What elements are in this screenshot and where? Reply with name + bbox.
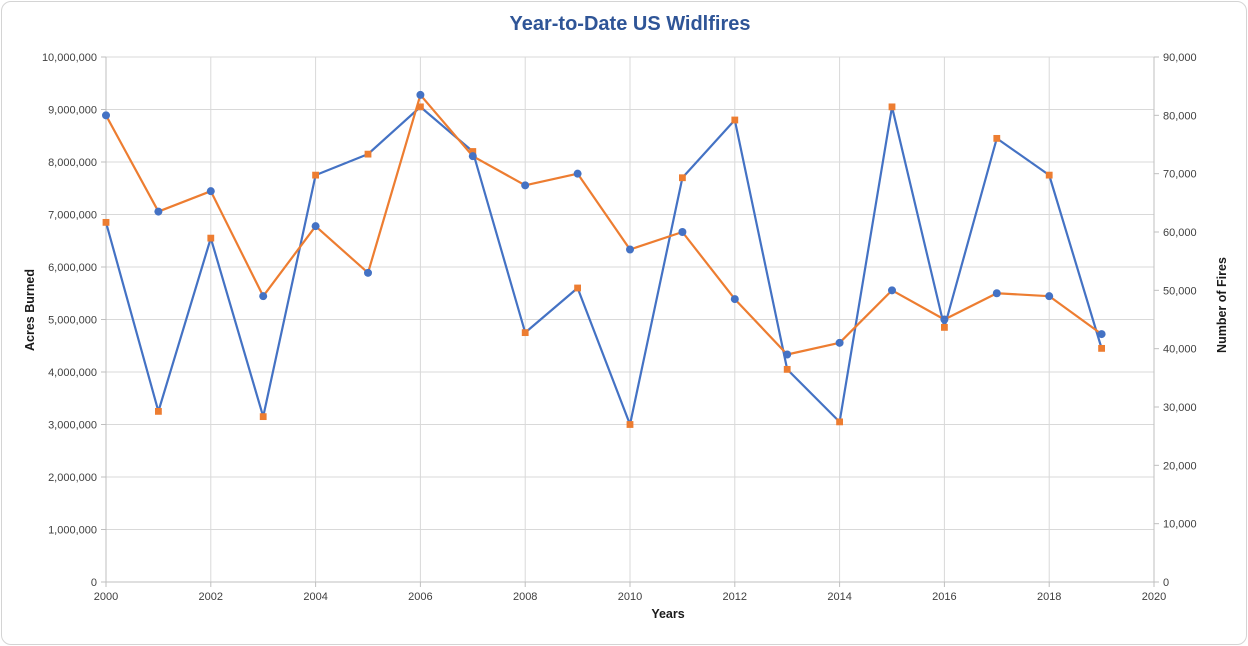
marker-square bbox=[783, 365, 791, 373]
left-tick-label: 5,000,000 bbox=[48, 315, 97, 327]
left-tick-label: 10,000,000 bbox=[42, 52, 97, 64]
left-tick-label: 8,000,000 bbox=[48, 157, 97, 169]
x-tick-label: 2012 bbox=[723, 591, 747, 603]
right-tick-label: 50,000 bbox=[1163, 285, 1197, 297]
x-tick-label: 2006 bbox=[408, 591, 432, 603]
marker-square bbox=[417, 103, 424, 111]
marker-square bbox=[102, 218, 110, 226]
marker-circle bbox=[259, 292, 268, 301]
left-tick-label: 3,000,000 bbox=[48, 420, 97, 432]
marker-square bbox=[836, 418, 843, 426]
x-tick-label: 2000 bbox=[94, 591, 118, 603]
left-tick-label: 1,000,000 bbox=[48, 525, 97, 537]
marker-square bbox=[207, 234, 215, 242]
series-line-acres-burned bbox=[104, 105, 1103, 426]
marker-square bbox=[259, 413, 267, 421]
left-axis-title: Acres Burned bbox=[23, 269, 37, 351]
x-tick-label: 2008 bbox=[513, 591, 537, 603]
chart-title: Year-to-Date US Widlfires bbox=[509, 13, 751, 35]
right-tick-label: 90,000 bbox=[1163, 52, 1197, 64]
marker-circle bbox=[730, 295, 739, 304]
left-tick-label: 6,000,000 bbox=[48, 262, 97, 274]
marker-circle bbox=[1045, 292, 1054, 301]
marker-circle bbox=[888, 286, 896, 295]
marker-circle bbox=[1097, 330, 1106, 339]
marker-circle bbox=[678, 228, 687, 236]
left-tick-label: 9,000,000 bbox=[48, 105, 97, 117]
left-tick-label: 2,000,000 bbox=[48, 472, 97, 484]
right-tick-label: 70,000 bbox=[1163, 169, 1197, 181]
x-tick-label: 2014 bbox=[827, 591, 851, 603]
right-tick-label: 80,000 bbox=[1163, 110, 1197, 122]
marker-square bbox=[155, 407, 162, 415]
marker-square bbox=[888, 103, 896, 111]
marker-square bbox=[469, 148, 477, 155]
right-tick-label: 30,000 bbox=[1163, 402, 1197, 414]
right-tick-label: 20,000 bbox=[1163, 460, 1197, 472]
marker-square bbox=[574, 284, 581, 292]
marker-circle bbox=[626, 245, 634, 254]
marker-circle bbox=[573, 169, 582, 178]
right-tick-label: 10,000 bbox=[1163, 519, 1197, 531]
left-tick-label: 4,000,000 bbox=[48, 367, 97, 379]
x-tick-label: 2002 bbox=[199, 591, 223, 603]
marker-square bbox=[993, 134, 1001, 142]
x-axis-title: Years bbox=[651, 607, 684, 621]
marker-square bbox=[312, 171, 319, 179]
marker-circle bbox=[206, 187, 215, 196]
marker-square bbox=[364, 150, 372, 158]
marker-square bbox=[626, 421, 634, 428]
marker-circle bbox=[835, 338, 844, 347]
left-tick-label: 7,000,000 bbox=[48, 210, 97, 222]
x-tick-label: 2004 bbox=[303, 591, 327, 603]
marker-square bbox=[521, 329, 529, 337]
x-tick-label: 2018 bbox=[1037, 591, 1061, 603]
marker-circle bbox=[416, 90, 425, 99]
marker-square bbox=[731, 116, 739, 124]
right-tick-label: 60,000 bbox=[1163, 227, 1197, 239]
left-tick-label: 0 bbox=[91, 577, 97, 589]
marker-circle bbox=[364, 268, 372, 277]
plot-area: 0 1,000,000 2,000,000 3,000,000 4,000,000 5,0… bbox=[42, 52, 1197, 603]
marker-square bbox=[1045, 171, 1053, 179]
marker-circle bbox=[783, 350, 792, 359]
marker-circle bbox=[992, 289, 1001, 298]
marker-circle bbox=[102, 111, 110, 120]
marker-square bbox=[941, 323, 948, 331]
right-tick-label: 40,000 bbox=[1163, 344, 1197, 356]
marker-square bbox=[1098, 344, 1105, 352]
marker-circle bbox=[940, 315, 949, 324]
marker-circle bbox=[311, 222, 320, 231]
marker-square bbox=[679, 174, 686, 182]
right-tick-label: 0 bbox=[1163, 577, 1169, 589]
marker-circle bbox=[521, 181, 530, 190]
series-line-number-of-fires bbox=[104, 93, 1103, 356]
right-axis-title: Number of Fires bbox=[1215, 257, 1229, 353]
x-tick-label: 2010 bbox=[618, 591, 642, 603]
marker-circle bbox=[468, 152, 477, 161]
marker-circle bbox=[154, 207, 163, 216]
x-tick-label: 2020 bbox=[1142, 591, 1166, 603]
x-tick-label: 2016 bbox=[932, 591, 956, 603]
